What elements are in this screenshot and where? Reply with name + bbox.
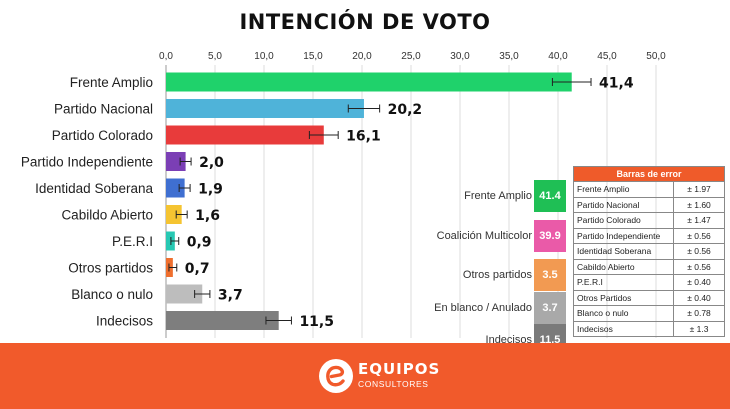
table-row: Partido Colorado ± 1.47 xyxy=(573,212,725,229)
table-row: Otros Partidos ± 0.40 xyxy=(573,289,725,306)
tick-label: 0,0 xyxy=(159,51,173,62)
brand-subtitle: CONSULTORES xyxy=(358,379,429,389)
brand-name: EQUIPOS xyxy=(358,360,441,378)
table-row: Cabildo Abierto ± 0.56 xyxy=(573,258,725,275)
equipos-logo-icon xyxy=(319,359,353,393)
bar xyxy=(166,125,324,145)
bar xyxy=(166,284,203,304)
summary-row: Indecisos 11.5 xyxy=(412,323,566,356)
bar xyxy=(166,311,279,330)
bar xyxy=(166,205,182,224)
summary-label: Indecisos xyxy=(485,333,532,346)
summary-label: Otros partidos xyxy=(462,268,532,281)
category-label: Otros partidos xyxy=(68,261,153,276)
error-table-title: Barras de error xyxy=(573,166,725,182)
bar xyxy=(166,99,364,118)
value-label: 20,2 xyxy=(388,102,423,118)
value-label: 11,5 xyxy=(299,314,334,330)
tick-label: 10,0 xyxy=(254,51,274,62)
tick-label: 20,0 xyxy=(352,51,372,62)
summary-label: Frente Amplio xyxy=(464,190,532,202)
error-value: ± 0.56 xyxy=(673,258,725,275)
chart-title: INTENCIÓN DE VOTO xyxy=(239,10,491,34)
tick-label: 45,0 xyxy=(597,51,617,62)
table-row: Partido Independiente ± 0.56 xyxy=(573,227,725,244)
tick-label: 40,0 xyxy=(548,51,568,62)
tick-label: 25,0 xyxy=(401,51,421,62)
summary-value-box: 39.9 xyxy=(534,219,566,252)
error-party-name: Blanco o nulo xyxy=(573,305,674,322)
tick-label: 50,0 xyxy=(646,51,666,62)
category-label: Identidad Soberana xyxy=(35,181,153,196)
category-label: Indecisos xyxy=(96,314,153,329)
error-party-name: Partido Colorado xyxy=(573,212,674,229)
footer-banner: EQUIPOS CONSULTORES xyxy=(0,343,730,409)
value-label: 41,4 xyxy=(599,76,634,92)
summary-row: En blanco / Anulado 3.7 xyxy=(412,292,566,324)
value-label: 2,0 xyxy=(199,155,224,171)
category-label: Blanco o nulo xyxy=(71,287,153,302)
summary-label: Coalición Multicolor xyxy=(436,229,532,242)
category-label: Frente Amplio xyxy=(70,75,153,90)
error-party-name: Partido Nacional xyxy=(573,196,674,213)
error-value: ± 1.3 xyxy=(673,320,725,337)
error-party-name: Indecisos xyxy=(573,320,674,337)
tick-label: 5,0 xyxy=(208,51,222,62)
table-row: Identidad Soberana ± 0.56 xyxy=(573,243,725,260)
bar xyxy=(166,152,186,171)
value-label: 0,7 xyxy=(185,261,210,277)
category-label: P.E.R.I xyxy=(112,234,153,249)
summary-value-box: 41.4 xyxy=(534,180,566,212)
value-label: 1,9 xyxy=(198,182,223,198)
bar xyxy=(166,72,572,92)
value-label: 1,6 xyxy=(195,208,220,224)
category-label: Partido Nacional xyxy=(54,102,153,117)
error-party-name: Frente Amplio xyxy=(573,181,674,198)
table-row: Blanco o nulo ± 0.78 xyxy=(573,305,725,322)
error-party-name: Identidad Soberana xyxy=(573,243,674,260)
category-label: Partido Colorado xyxy=(52,128,153,143)
summary-value-box: 3.5 xyxy=(534,258,566,291)
table-row: Frente Amplio ± 1.97 xyxy=(573,181,725,198)
value-label: 0,9 xyxy=(187,235,212,251)
summary-row: Otros partidos 3.5 xyxy=(412,258,566,291)
category-label: Partido Independiente xyxy=(21,155,153,170)
table-row: Partido Nacional ± 1.60 xyxy=(573,196,725,213)
error-party-name: P.E.R.I xyxy=(573,274,674,291)
tick-label: 35,0 xyxy=(499,51,519,62)
error-value: ± 0.40 xyxy=(673,289,725,306)
error-party-name: Partido Independiente xyxy=(573,227,674,244)
summary-row: Frente Amplio 41.4 xyxy=(412,180,566,212)
error-value: ± 0.56 xyxy=(673,243,725,260)
error-value: ± 0.56 xyxy=(673,227,725,244)
summary-row: Coalición Multicolor 39.9 xyxy=(412,219,566,252)
error-value: ± 1.97 xyxy=(673,181,725,198)
tick-label: 15,0 xyxy=(303,51,323,62)
bar xyxy=(166,178,185,198)
table-row: Indecisos ± 1.3 xyxy=(573,320,725,337)
tick-label: 30,0 xyxy=(450,51,470,62)
value-label: 3,7 xyxy=(218,288,243,304)
value-label: 16,1 xyxy=(346,129,381,145)
error-party-name: Otros Partidos xyxy=(573,289,674,306)
category-label: Cabildo Abierto xyxy=(61,208,153,223)
error-value: ± 1.60 xyxy=(673,196,725,213)
error-bars-table: Barras de error Frente Amplio ± 1.97 Parti… xyxy=(573,166,725,337)
error-party-name: Cabildo Abierto xyxy=(573,258,674,275)
error-value: ± 0.78 xyxy=(673,305,725,322)
error-value: ± 1.47 xyxy=(673,212,725,229)
table-row: P.E.R.I ± 0.40 xyxy=(573,274,725,291)
summary-value-box: 3.7 xyxy=(534,292,566,324)
error-value: ± 0.40 xyxy=(673,274,725,291)
summary-label: En blanco / Anulado xyxy=(434,302,532,314)
